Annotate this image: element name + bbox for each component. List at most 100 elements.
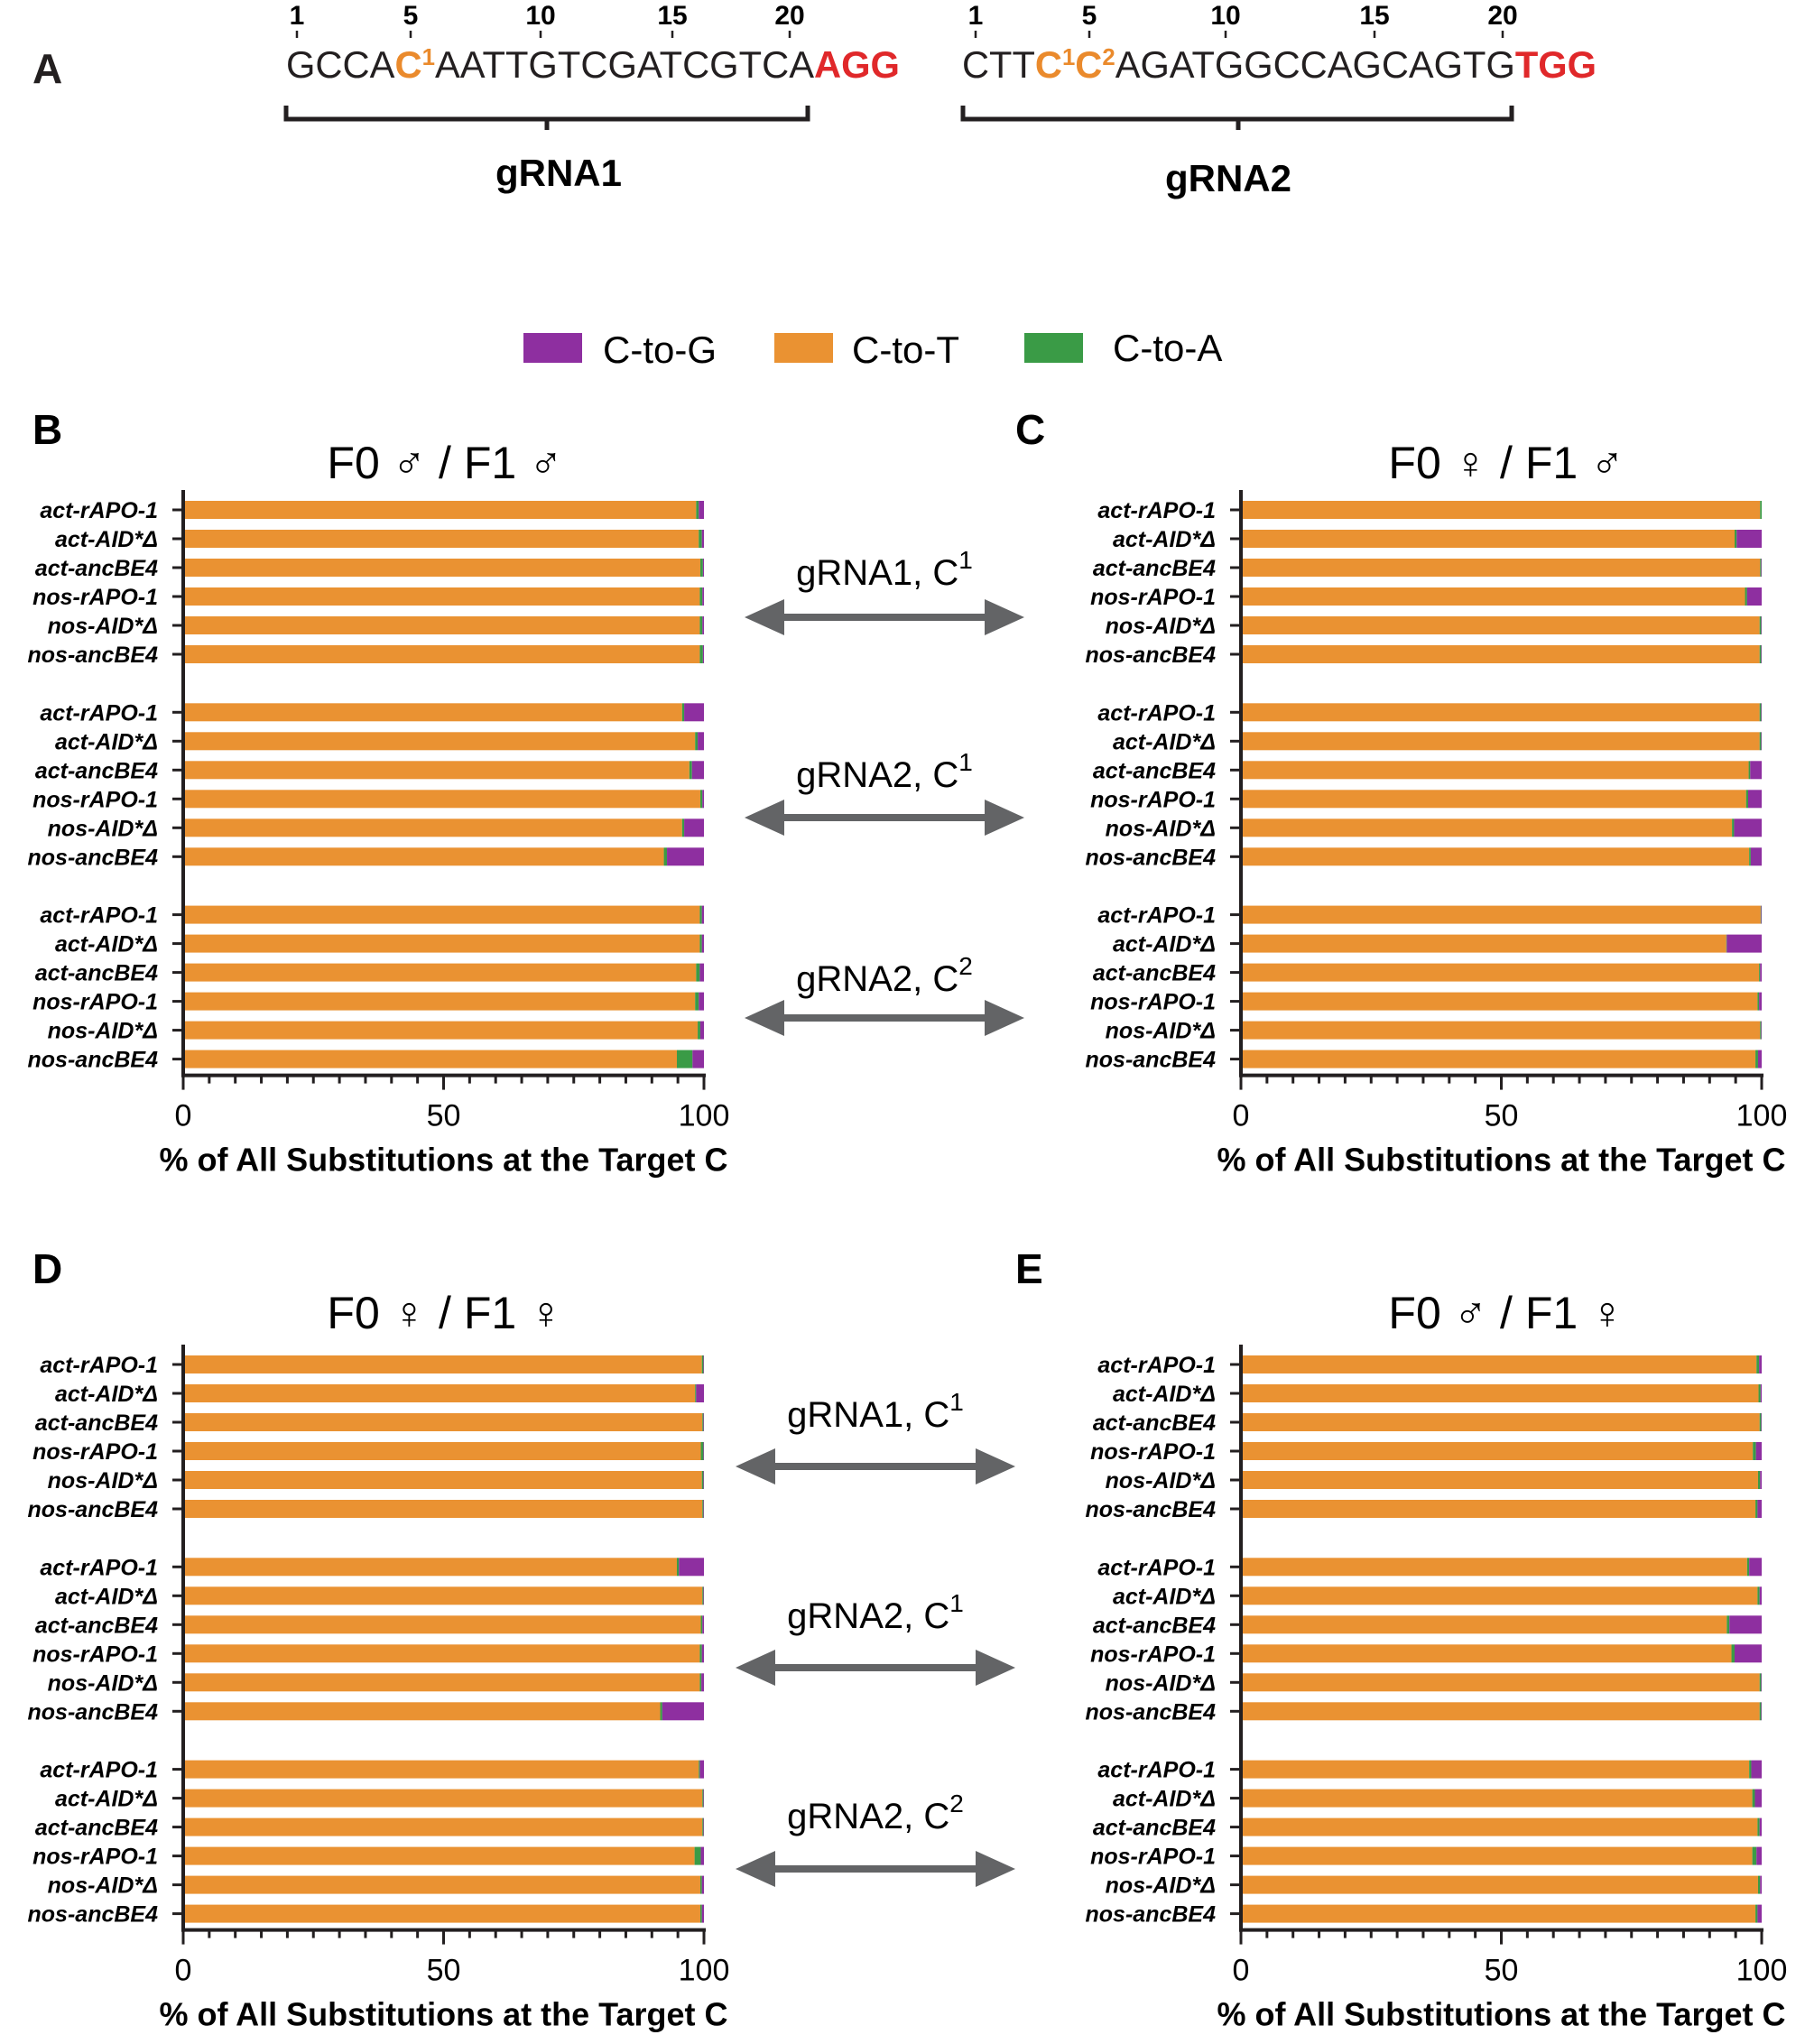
bar-ctog	[702, 616, 704, 634]
sequence-segment: AGG	[814, 43, 900, 86]
bar-ctoa	[699, 587, 703, 606]
bar-ctog	[691, 761, 704, 780]
bar-ctog	[1750, 847, 1762, 866]
bar-ctoa	[1759, 645, 1762, 663]
bar-ctoa	[695, 1384, 697, 1402]
category-label: act-ancBE4	[1093, 1816, 1216, 1841]
bar-ctot	[183, 645, 700, 663]
bar-ctoa	[702, 1500, 704, 1518]
bar-ctot	[1241, 761, 1749, 780]
category-label: act-rAPO-1	[40, 1758, 158, 1783]
bar-ctoa	[1758, 1384, 1761, 1402]
bar-ctoa	[676, 1050, 693, 1068]
category-label: act-AID*Δ	[55, 729, 158, 754]
bar-ctog	[702, 790, 704, 809]
bar-ctot	[1241, 1050, 1756, 1068]
bar-ctog	[1726, 934, 1762, 953]
sequence-segment: 1	[422, 43, 435, 70]
panel-letter-b: B	[32, 406, 62, 453]
bar-ctoa	[699, 559, 703, 577]
bar-ctoa	[702, 1789, 704, 1808]
bar-ctot	[1241, 1615, 1727, 1634]
category-label: nos-rAPO-1	[1090, 787, 1216, 812]
bar-ctot	[1241, 1355, 1757, 1373]
x-axis-label: % of All Substitutions at the Target C	[1217, 1996, 1786, 2033]
double-arrow-icon	[736, 1650, 1015, 1686]
x-axis-label: % of All Substitutions at the Target C	[160, 1142, 728, 1179]
x-tick-label: 100	[1736, 1099, 1788, 1133]
bar-ctot	[1241, 847, 1750, 866]
category-label: nos-AID*Δ	[1106, 614, 1216, 639]
category-label: nos-AID*Δ	[1106, 1019, 1216, 1044]
bar-ctog	[667, 847, 704, 866]
bar-ctoa	[1760, 905, 1762, 924]
x-tick-label: 0	[175, 1954, 192, 1988]
double-arrow-icon	[745, 1000, 1024, 1036]
bar-ctot	[1241, 616, 1760, 634]
x-tick-label: 50	[427, 1099, 461, 1133]
bar-ctoa	[699, 616, 703, 634]
bar-ctog	[1755, 1442, 1762, 1460]
bar-ctot	[183, 1384, 696, 1402]
sequence-segment: AATTGTCGATCGTCA	[435, 43, 814, 86]
category-label: act-rAPO-1	[1097, 1555, 1216, 1580]
category-label: act-AID*Δ	[1113, 1382, 1216, 1407]
bar-ctoa	[1746, 1558, 1750, 1577]
category-label: act-AID*Δ	[55, 1382, 158, 1407]
bar-ctot	[183, 530, 699, 548]
bar-ctog	[701, 1904, 704, 1923]
bar-ctog	[1750, 761, 1762, 780]
legend-swatch-ctoa	[1024, 333, 1083, 363]
bar-group: act-rAPO-1 act-AID*Δ act-ancBE4 nos-rAPO-1 n…	[28, 1758, 704, 1928]
category-label: nos-rAPO-1	[32, 1845, 158, 1870]
bar-ctog	[701, 1644, 704, 1663]
bar-ctot	[183, 732, 696, 751]
bar-ctot	[183, 1355, 702, 1373]
bar-ctoa	[1755, 1500, 1758, 1518]
category-label: act-ancBE4	[1093, 758, 1216, 783]
sequence-segment: C	[1075, 43, 1102, 86]
bar-ctot	[1241, 732, 1760, 751]
bar-ctoa	[1760, 1021, 1762, 1040]
legend-label-ctoa: C-to-A	[1113, 327, 1222, 369]
bar-ctog	[1761, 1702, 1762, 1721]
bar-ctoa	[1755, 1904, 1758, 1923]
bar-ctot	[1241, 1760, 1750, 1779]
bar-ctog	[1757, 1904, 1762, 1923]
category-label: nos-AID*Δ	[48, 1670, 158, 1696]
bar-ctog	[703, 1586, 704, 1605]
bar-ctoa	[699, 1644, 702, 1663]
category-label: nos-ancBE4	[1086, 1902, 1217, 1928]
category-label: act-rAPO-1	[40, 700, 158, 726]
bar-ctoa	[663, 847, 668, 866]
position-label: 20	[1487, 1, 1517, 31]
bar-ctog	[1761, 1673, 1762, 1692]
bar-ctot	[1241, 1875, 1758, 1894]
legend-label-ctog: C-to-G	[603, 328, 717, 371]
category-label: act-ancBE4	[35, 1410, 158, 1436]
bar-ctog	[1760, 963, 1762, 982]
category-label: nos-ancBE4	[28, 845, 159, 870]
bar-ctot	[1241, 530, 1735, 548]
category-label: act-AID*Δ	[1113, 1584, 1216, 1609]
bar-ctog	[1747, 790, 1762, 809]
category-label: act-AID*Δ	[55, 1787, 158, 1812]
bar-ctoa	[1732, 819, 1735, 837]
bar-ctot	[1241, 587, 1745, 606]
bar-ctoa	[1760, 559, 1762, 577]
bar-ctoa	[1749, 1760, 1752, 1779]
bar-ctoa	[699, 645, 703, 663]
grna2-sequence: CTTC1C2AGATGGCCAGCAGTGTGG	[962, 43, 1597, 86]
bar-ctog	[1757, 1050, 1762, 1068]
category-label: nos-AID*Δ	[48, 1468, 158, 1494]
grna2-bracket	[960, 106, 1514, 130]
bar-ctog	[1751, 1760, 1762, 1779]
category-label: act-AID*Δ	[55, 527, 158, 552]
category-label: act-rAPO-1	[40, 1353, 158, 1378]
bar-ctoa	[701, 1355, 704, 1373]
bar-ctot	[183, 847, 664, 866]
bar-ctoa	[699, 934, 702, 953]
group-annotation: gRNA2, C2	[736, 1790, 1015, 1887]
bar-ctot	[1241, 1558, 1747, 1577]
panel-letter-a: A	[32, 45, 62, 92]
